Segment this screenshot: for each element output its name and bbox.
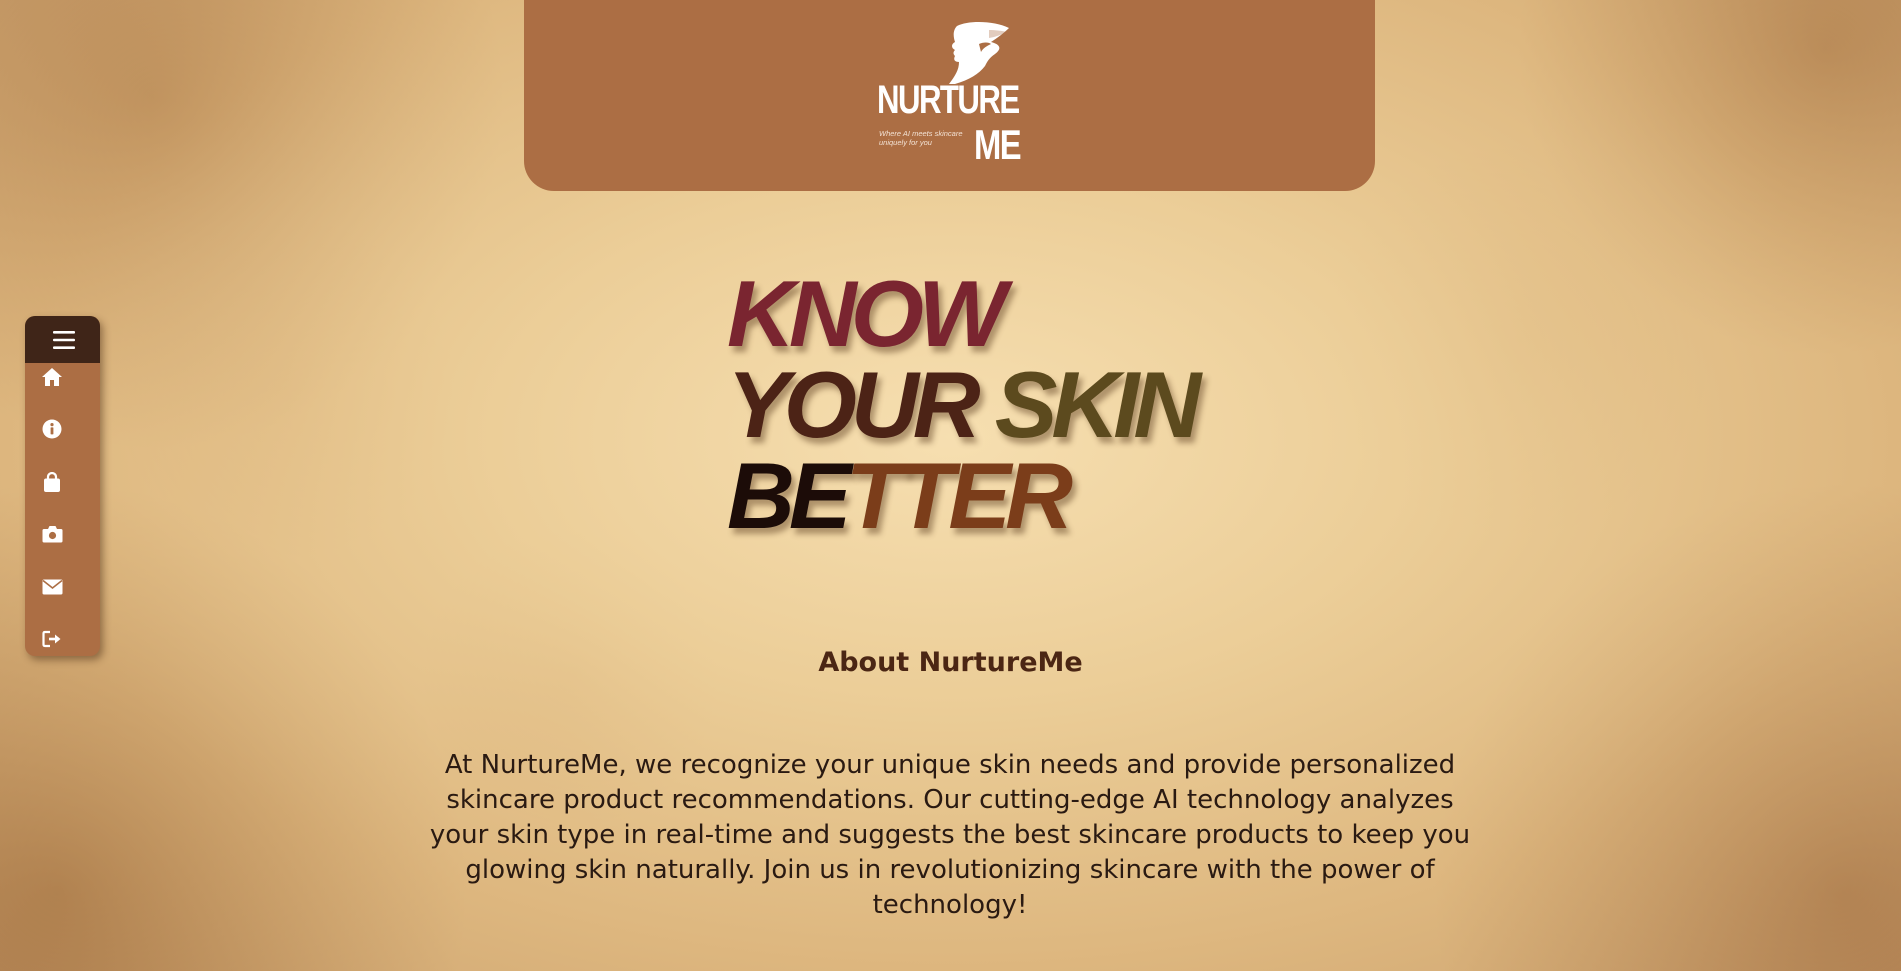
sidebar-item-home[interactable] xyxy=(40,365,64,389)
sidebar-menu-toggle[interactable] xyxy=(25,316,100,363)
hero-line-2: YOUR SKIN xyxy=(727,358,1201,452)
sidebar-item-logout[interactable] xyxy=(40,627,64,651)
envelope-icon xyxy=(42,579,62,595)
about-title: About NurtureMe xyxy=(818,647,1083,678)
hero-line-3: BETTER xyxy=(727,449,1195,543)
hero-line-3-part-b: TTER xyxy=(845,443,1073,548)
home-icon xyxy=(42,368,62,386)
hero-line-2-word-your: YOUR xyxy=(727,352,995,457)
logo-title-line1: NURTURE xyxy=(877,78,1020,122)
about-text: At NurtureMe, we recognize your unique s… xyxy=(429,750,1471,920)
logout-icon xyxy=(41,630,60,648)
sidebar-item-about[interactable] xyxy=(40,417,64,441)
nurtureme-logo[interactable]: NURTURE Where AI meets skincare uniquely… xyxy=(877,22,1027,167)
logo-tagline: Where AI meets skincare uniquely for you xyxy=(879,129,963,148)
info-icon xyxy=(42,419,62,439)
header-banner: NURTURE Where AI meets skincare uniquely… xyxy=(524,0,1375,191)
camera-icon xyxy=(42,526,62,543)
hero-line-3-part-a: BE xyxy=(727,443,852,548)
hero-line-1: KNOW xyxy=(727,261,1007,366)
hero-headline: KNOW YOUR SKIN BETTER xyxy=(727,261,1201,543)
sidebar-nav xyxy=(25,316,100,656)
logo-title-line2: ME xyxy=(974,121,1022,168)
hamburger-menu-icon xyxy=(52,330,75,349)
sidebar-item-camera[interactable] xyxy=(40,522,64,546)
woman-profile-logo-icon xyxy=(949,22,1009,84)
sidebar-item-contact[interactable] xyxy=(40,575,64,599)
shopping-bag-icon xyxy=(44,471,60,492)
hero-line-2-word-skin: SKIN xyxy=(994,352,1202,457)
sidebar-item-shop[interactable] xyxy=(40,470,64,494)
